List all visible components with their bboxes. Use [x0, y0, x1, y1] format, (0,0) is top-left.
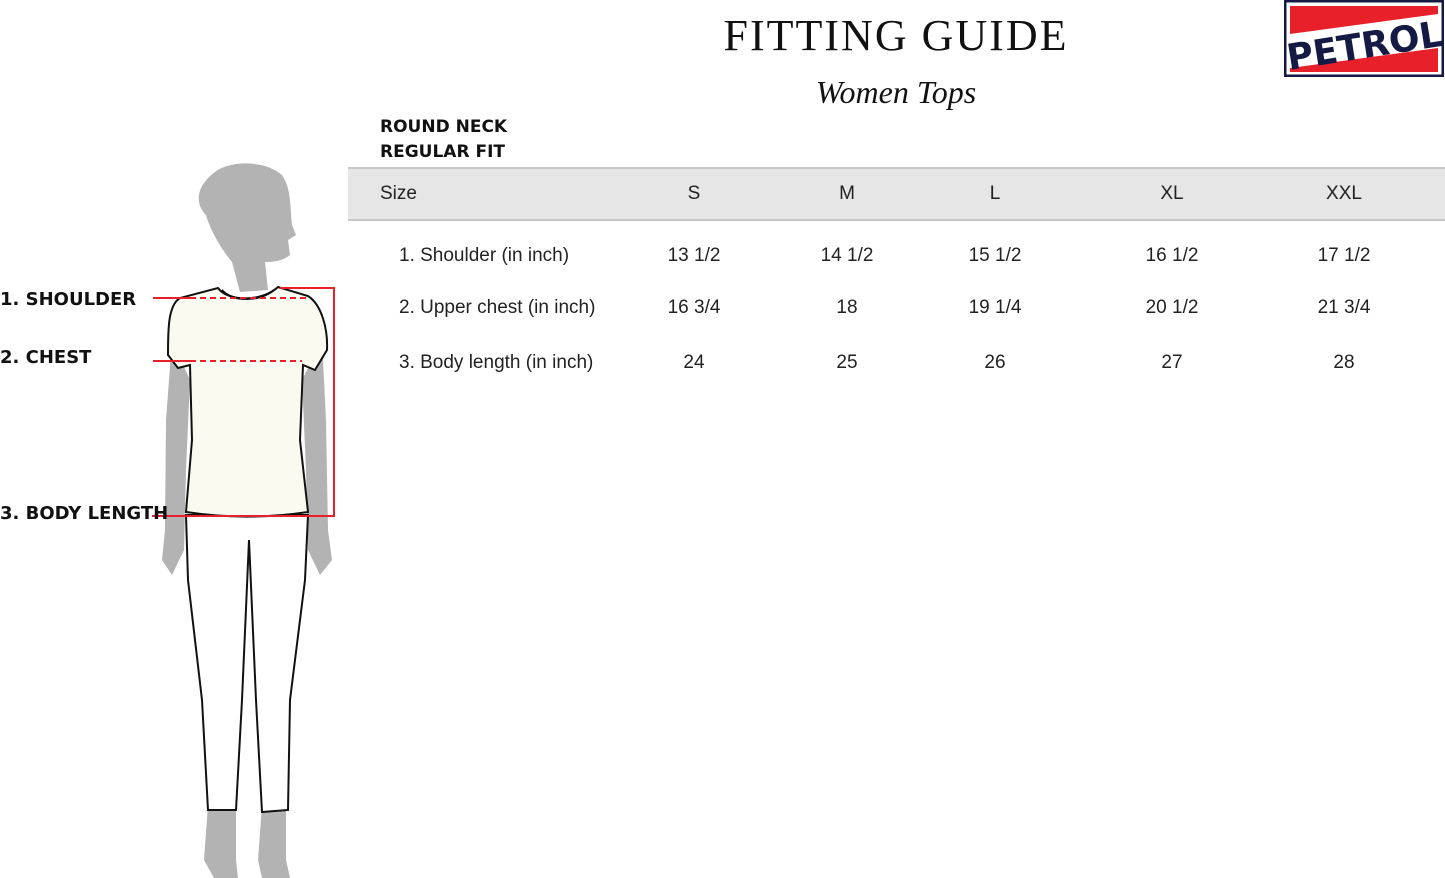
row-value: 17 1/2 — [1317, 245, 1371, 266]
header-m: M — [839, 183, 855, 204]
row-value: 27 — [1161, 352, 1183, 373]
label-shoulder: 1. SHOULDER — [0, 289, 137, 310]
row-label: 2. Upper chest (in inch) — [399, 297, 596, 318]
row-value: 20 1/2 — [1145, 297, 1199, 318]
pants — [184, 514, 310, 814]
petrol-logo: PETROL — [1284, 0, 1444, 77]
page-subtitle: Women Tops — [815, 74, 977, 110]
body-figure — [152, 163, 335, 878]
row-value: 19 1/4 — [968, 297, 1022, 318]
row-value: 28 — [1333, 352, 1355, 373]
table-header — [348, 167, 1445, 221]
label-body-length: 3. BODY LENGTH — [0, 503, 169, 524]
row-value: 18 — [836, 297, 858, 318]
header-xxl: XXL — [1326, 183, 1362, 204]
row-value: 16 1/2 — [1145, 245, 1199, 266]
row-value: 24 — [683, 352, 705, 373]
silhouette — [162, 163, 332, 878]
header-xl: XL — [1160, 183, 1184, 204]
header-size: Size — [380, 183, 417, 204]
page-title: FITTING GUIDE — [723, 11, 1069, 60]
row-value: 21 3/4 — [1317, 297, 1371, 318]
row-value: 14 1/2 — [820, 245, 874, 266]
row-label: 1. Shoulder (in inch) — [399, 245, 570, 266]
neck-style: ROUND NECK — [380, 117, 508, 137]
header-s: S — [687, 183, 701, 204]
row-value: 13 1/2 — [667, 245, 721, 266]
row-value: 25 — [836, 352, 858, 373]
row-value: 15 1/2 — [968, 245, 1022, 266]
row-value: 26 — [984, 352, 1006, 373]
header-l: L — [989, 183, 1001, 204]
row-value: 16 3/4 — [667, 297, 721, 318]
label-chest: 2. CHEST — [0, 347, 92, 368]
fit-style: REGULAR FIT — [380, 142, 505, 162]
row-label: 3. Body length (in inch) — [399, 352, 594, 373]
measure-lines — [152, 287, 335, 517]
